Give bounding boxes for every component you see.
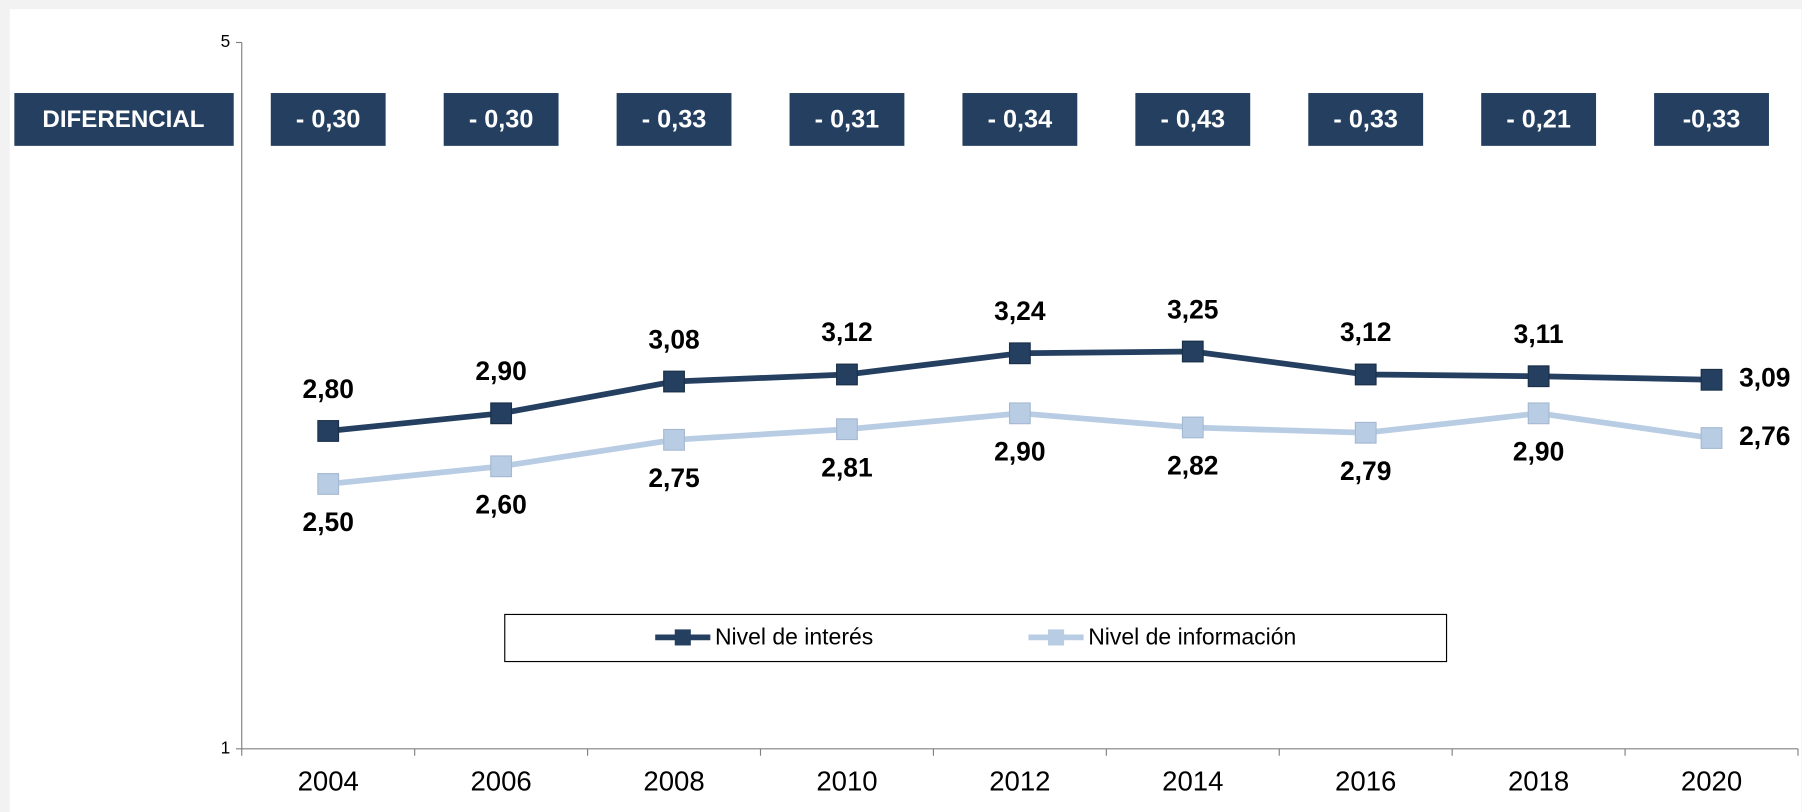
data-label: 2,80 bbox=[303, 374, 354, 404]
data-label: 3,12 bbox=[1340, 317, 1391, 347]
data-label: 2,81 bbox=[821, 452, 872, 482]
point-marker bbox=[1527, 402, 1550, 425]
data-label: 2,79 bbox=[1340, 456, 1391, 486]
point-marker bbox=[1700, 368, 1723, 391]
point-marker bbox=[1700, 427, 1723, 449]
point-marker bbox=[1527, 365, 1550, 388]
differential-box bbox=[1481, 93, 1597, 146]
differential-label: - 0,34 bbox=[988, 105, 1053, 133]
data-label: 2,50 bbox=[303, 507, 354, 537]
point-marker bbox=[663, 428, 685, 451]
point-marker bbox=[836, 363, 858, 386]
data-label: 3,08 bbox=[648, 324, 699, 354]
differential-label: - 0,31 bbox=[815, 105, 880, 133]
differential-box bbox=[789, 93, 905, 146]
point-marker bbox=[663, 370, 685, 393]
data-label: 3,24 bbox=[994, 296, 1046, 326]
data-label: 2,76 bbox=[1739, 421, 1790, 451]
data-label: 2,82 bbox=[1167, 451, 1218, 481]
differential-box bbox=[1135, 93, 1251, 146]
legend-box bbox=[504, 613, 1448, 663]
y-tick-label: 5 bbox=[221, 31, 231, 51]
point-marker bbox=[1181, 416, 1204, 439]
data-label: 2,75 bbox=[648, 463, 699, 493]
differential-label: - 0,21 bbox=[1506, 105, 1571, 133]
point-marker bbox=[317, 420, 340, 442]
x-tick-label: 2012 bbox=[989, 766, 1050, 797]
data-label: 3,11 bbox=[1514, 319, 1564, 349]
y-tick-label: 1 bbox=[221, 737, 231, 757]
differential-header: DIFERENCIAL bbox=[42, 106, 204, 133]
data-label: 3,25 bbox=[1167, 294, 1218, 324]
data-label: 2,90 bbox=[475, 356, 526, 386]
legend-label: Nivel de información bbox=[1088, 624, 1296, 650]
differential-box bbox=[443, 93, 559, 146]
point-marker bbox=[1181, 340, 1204, 363]
point-marker bbox=[1008, 402, 1031, 425]
differential-label: - 0,33 bbox=[642, 105, 707, 133]
differential-box bbox=[1654, 93, 1769, 146]
differential-box bbox=[616, 93, 732, 146]
differential-label: - 0,33 bbox=[1333, 105, 1398, 133]
x-tick-label: 2006 bbox=[470, 766, 531, 797]
legend-label: Nivel de interés bbox=[715, 624, 873, 650]
data-label: 3,12 bbox=[821, 317, 872, 347]
legend-marker bbox=[1048, 629, 1065, 646]
data-label: 2,60 bbox=[475, 489, 526, 519]
point-marker bbox=[836, 418, 858, 441]
x-tick-label: 2020 bbox=[1681, 766, 1742, 797]
differential-label: - 0,30 bbox=[469, 105, 534, 133]
data-label: 2,90 bbox=[1513, 436, 1564, 466]
point-marker bbox=[490, 402, 513, 425]
x-tick-label: 2010 bbox=[816, 766, 877, 797]
differential-label: - 0,30 bbox=[296, 105, 361, 133]
data-label: 2,90 bbox=[994, 436, 1045, 466]
x-tick-label: 2004 bbox=[298, 766, 359, 797]
x-tick-label: 2018 bbox=[1508, 766, 1569, 797]
point-marker bbox=[1354, 363, 1377, 386]
differential-header-box bbox=[14, 93, 234, 146]
point-marker bbox=[317, 473, 340, 495]
differential-box bbox=[270, 93, 386, 146]
x-tick-label: 2008 bbox=[643, 766, 704, 797]
point-marker bbox=[490, 455, 513, 478]
differential-box bbox=[1308, 93, 1424, 146]
differential-label: - 0,43 bbox=[1160, 105, 1225, 133]
differential-label: -0,33 bbox=[1683, 105, 1741, 133]
differential-box bbox=[962, 93, 1078, 146]
point-marker bbox=[1354, 421, 1377, 444]
data-label: 3,09 bbox=[1739, 363, 1790, 393]
x-tick-label: 2016 bbox=[1335, 766, 1396, 797]
x-tick-label: 2014 bbox=[1162, 766, 1223, 797]
point-marker bbox=[1008, 342, 1031, 365]
legend-marker bbox=[674, 629, 691, 646]
